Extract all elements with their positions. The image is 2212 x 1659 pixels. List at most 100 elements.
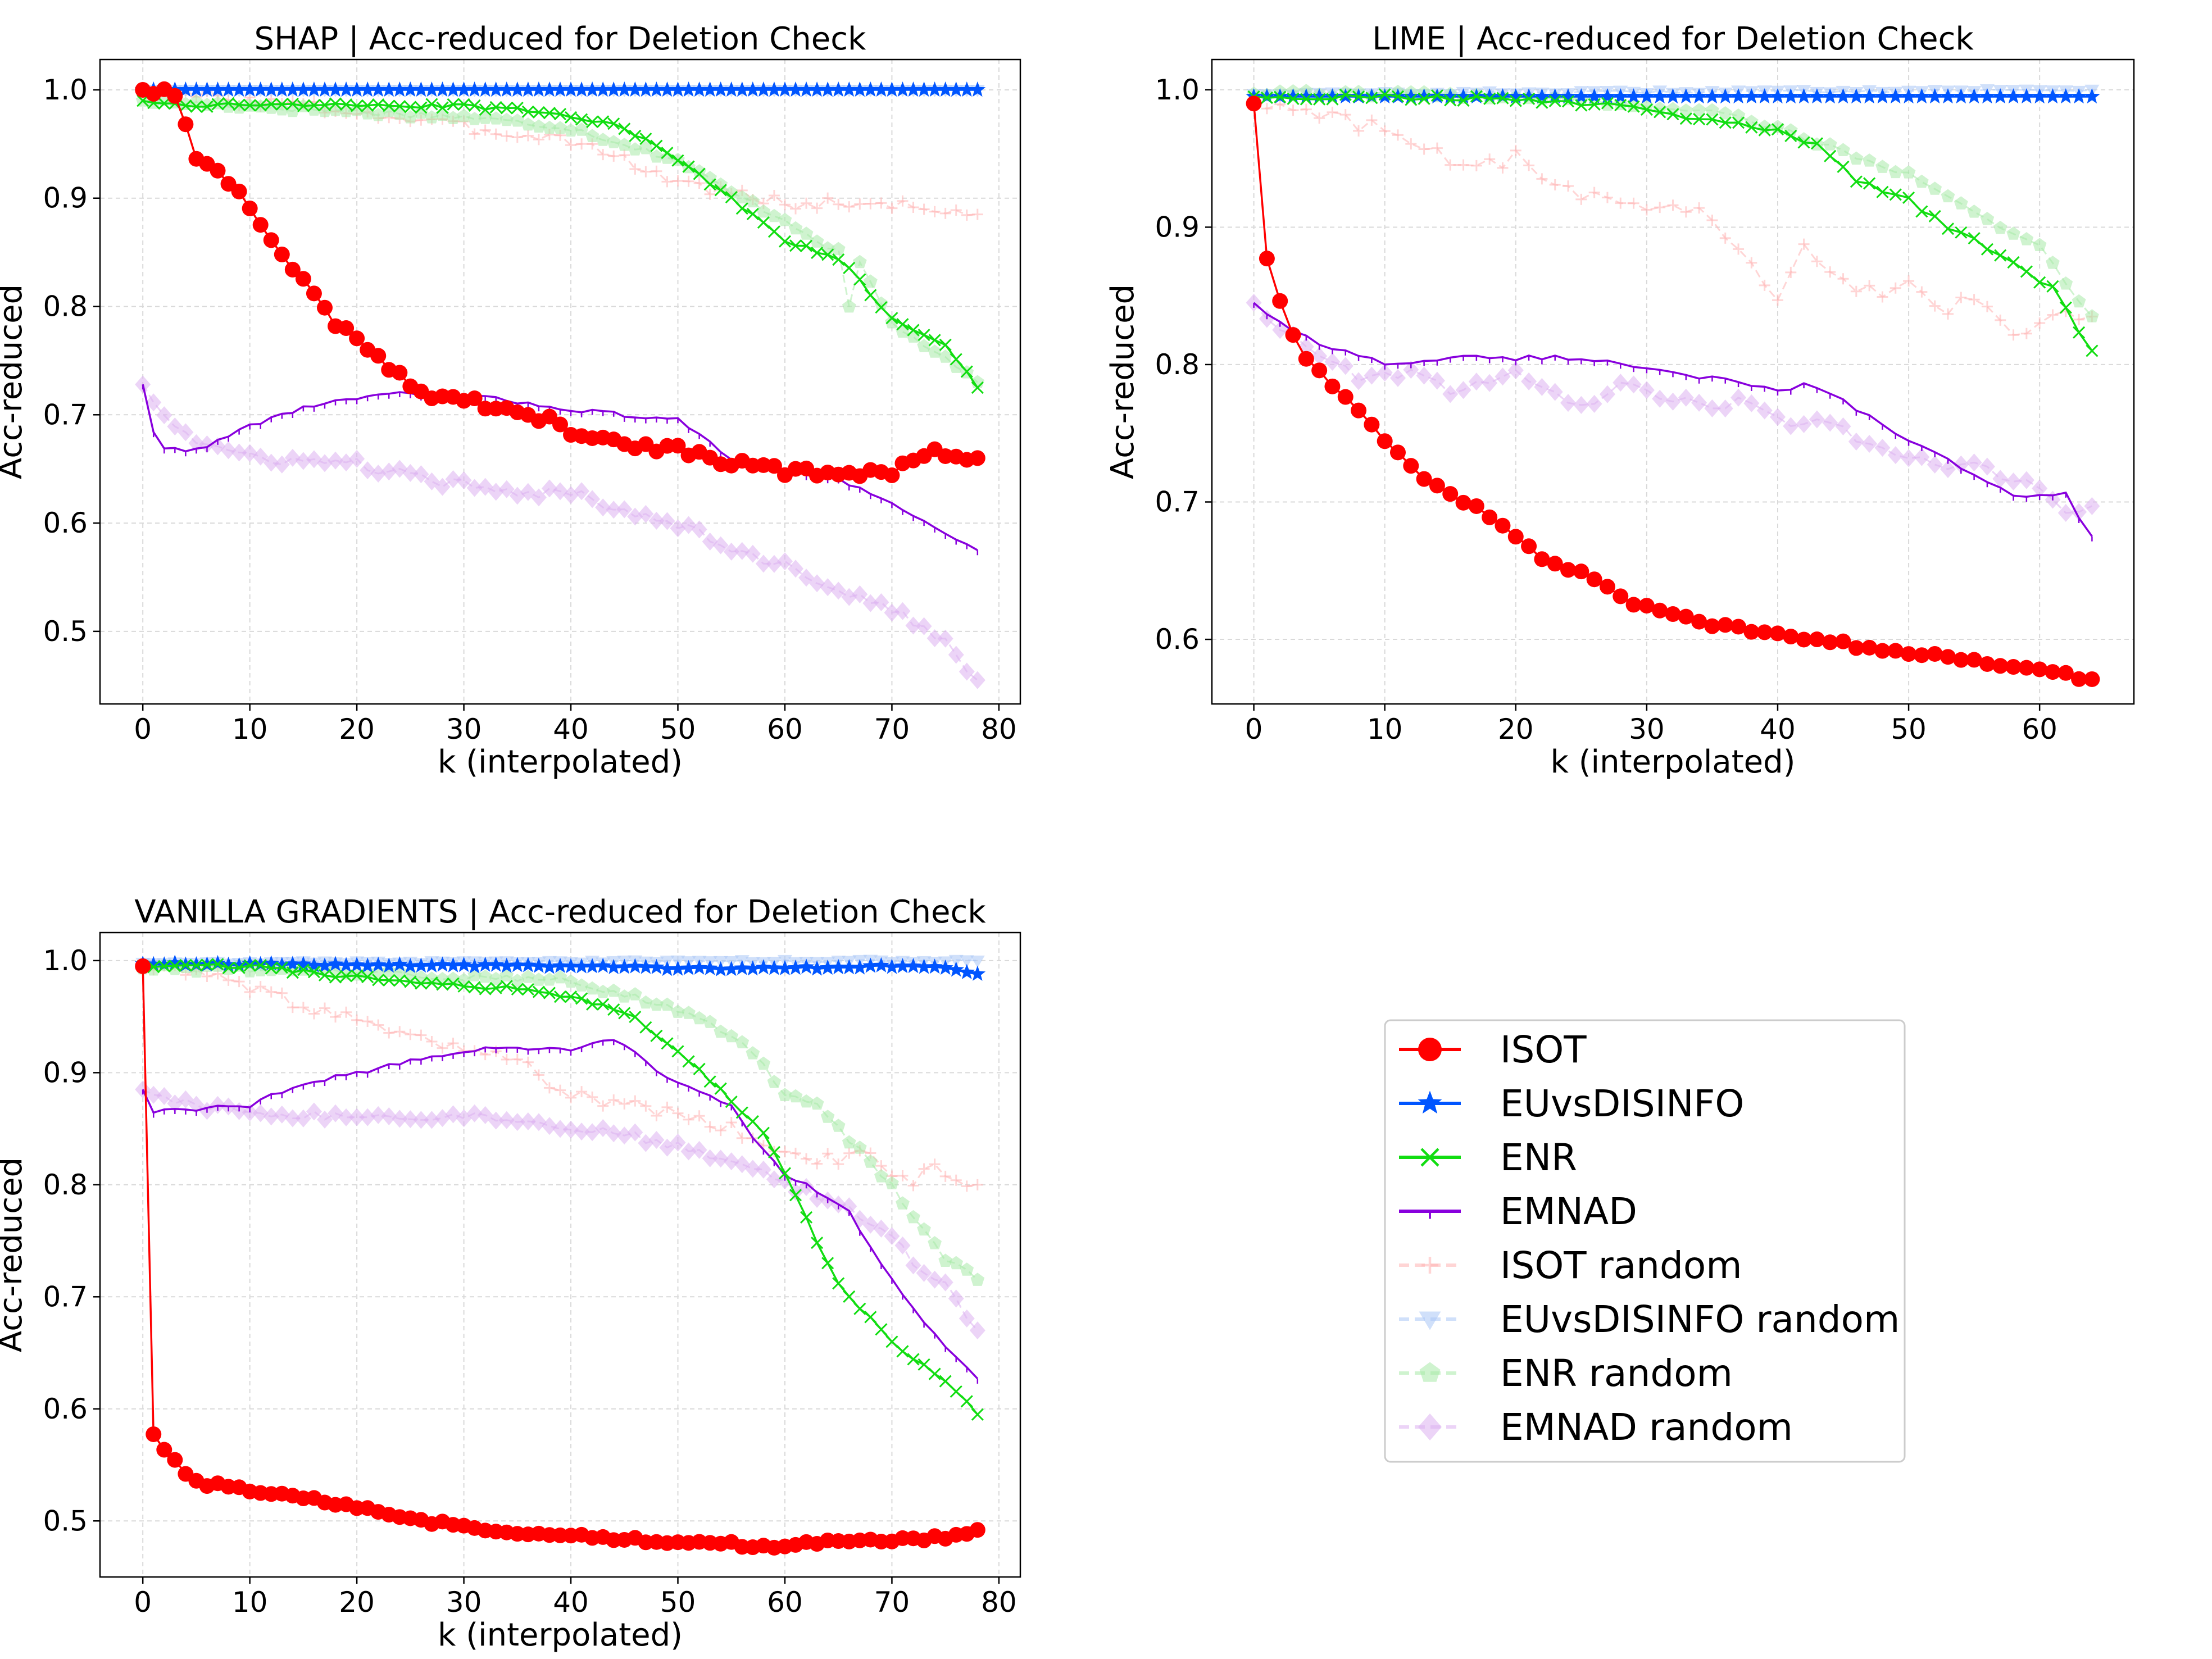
- data-point: [852, 1140, 867, 1154]
- data-point: [1389, 369, 1406, 387]
- data-point: [1483, 92, 1496, 105]
- data-point: [969, 965, 986, 981]
- data-point: [287, 1002, 298, 1013]
- data-point: [746, 207, 759, 220]
- data-point: [1665, 392, 1681, 411]
- series-emnad: [1253, 302, 2093, 542]
- series-euvsdisinfo: [134, 81, 986, 97]
- x-tick-label: 50: [660, 713, 696, 746]
- data-point: [381, 104, 396, 117]
- data-point: [1837, 273, 1849, 285]
- data-point: [937, 1273, 953, 1292]
- data-point: [1953, 652, 1969, 668]
- data-point: [1967, 204, 1981, 218]
- data-point: [905, 616, 921, 635]
- x-tick-label: 30: [446, 1586, 482, 1619]
- data-point: [1995, 314, 2006, 326]
- data-point: [370, 348, 387, 364]
- data-point: [563, 1120, 579, 1139]
- data-point: [1586, 88, 1602, 104]
- data-point: [672, 175, 684, 187]
- data-point: [520, 957, 537, 972]
- data-point: [852, 254, 867, 269]
- data-point: [489, 101, 502, 113]
- data-point: [1953, 88, 1969, 104]
- data-point: [477, 81, 493, 97]
- data-point: [1534, 551, 1550, 567]
- data-point: [297, 1002, 309, 1013]
- data-point: [618, 1007, 631, 1020]
- data-point: [627, 81, 643, 97]
- x-tick-label: 0: [134, 1586, 152, 1619]
- data-point: [1864, 280, 1875, 292]
- data-point: [1915, 205, 1928, 218]
- data-point: [1482, 509, 1498, 525]
- data-point: [1507, 529, 1524, 545]
- data-point: [950, 353, 962, 366]
- data-point: [2020, 328, 2032, 339]
- data-point: [1430, 89, 1443, 102]
- data-point: [1444, 94, 1457, 107]
- data-point: [735, 190, 750, 204]
- data-point: [2005, 88, 2022, 104]
- data-point: [661, 147, 674, 160]
- data-point: [1889, 282, 1901, 294]
- data-point: [370, 1106, 387, 1124]
- data-point: [543, 987, 556, 999]
- data-point: [841, 959, 857, 975]
- data-point: [1745, 121, 1758, 134]
- data-point: [146, 1085, 162, 1104]
- data-point: [1746, 257, 1757, 269]
- data-point: [843, 1147, 855, 1159]
- data-point: [340, 1006, 352, 1018]
- data-point: [691, 81, 707, 97]
- y-tick-label: 0.7: [1155, 485, 1200, 518]
- data-point: [596, 984, 610, 998]
- data-point: [1889, 188, 1902, 201]
- data-point: [884, 81, 900, 97]
- data-point: [210, 955, 226, 970]
- data-point: [275, 961, 288, 974]
- data-point: [1416, 471, 1432, 487]
- legend-entry: ISOT: [1399, 1028, 1587, 1071]
- data-point: [833, 1158, 844, 1170]
- data-point: [575, 992, 588, 1005]
- data-point: [950, 204, 962, 216]
- chart-title: LIME | Acc-reduced for Deletion Check: [1372, 21, 1974, 57]
- data-point: [1548, 94, 1561, 107]
- data-point: [1955, 226, 1968, 239]
- data-point: [1874, 438, 1891, 457]
- data-point: [734, 542, 750, 560]
- data-point: [574, 122, 589, 136]
- data-point: [2018, 471, 2034, 489]
- data-point: [327, 956, 344, 971]
- data-point: [244, 986, 256, 998]
- x-tick-label: 60: [767, 713, 803, 746]
- data-point: [1848, 433, 1864, 451]
- data-point: [329, 97, 342, 110]
- data-point: [1887, 446, 1904, 465]
- data-point: [284, 261, 301, 278]
- data-point: [1509, 94, 1522, 107]
- data-point: [670, 438, 686, 454]
- data-point: [1691, 393, 1707, 412]
- data-point: [1706, 215, 1718, 226]
- data-point: [1298, 351, 1314, 367]
- data-point: [809, 81, 825, 97]
- data-point: [254, 959, 267, 972]
- data-point: [233, 961, 246, 974]
- data-point: [1563, 180, 1574, 192]
- data-point: [1823, 137, 1837, 151]
- y-tick-label: 0.7: [43, 1280, 88, 1313]
- data-point: [939, 1170, 951, 1182]
- data-point: [1536, 96, 1548, 109]
- data-point: [597, 149, 609, 161]
- data-point: [316, 299, 333, 316]
- data-point: [2007, 329, 2019, 341]
- data-point: [1405, 138, 1417, 150]
- data-point: [306, 285, 322, 302]
- data-point: [854, 198, 866, 210]
- data-point: [660, 997, 674, 1011]
- data-point: [884, 1227, 900, 1246]
